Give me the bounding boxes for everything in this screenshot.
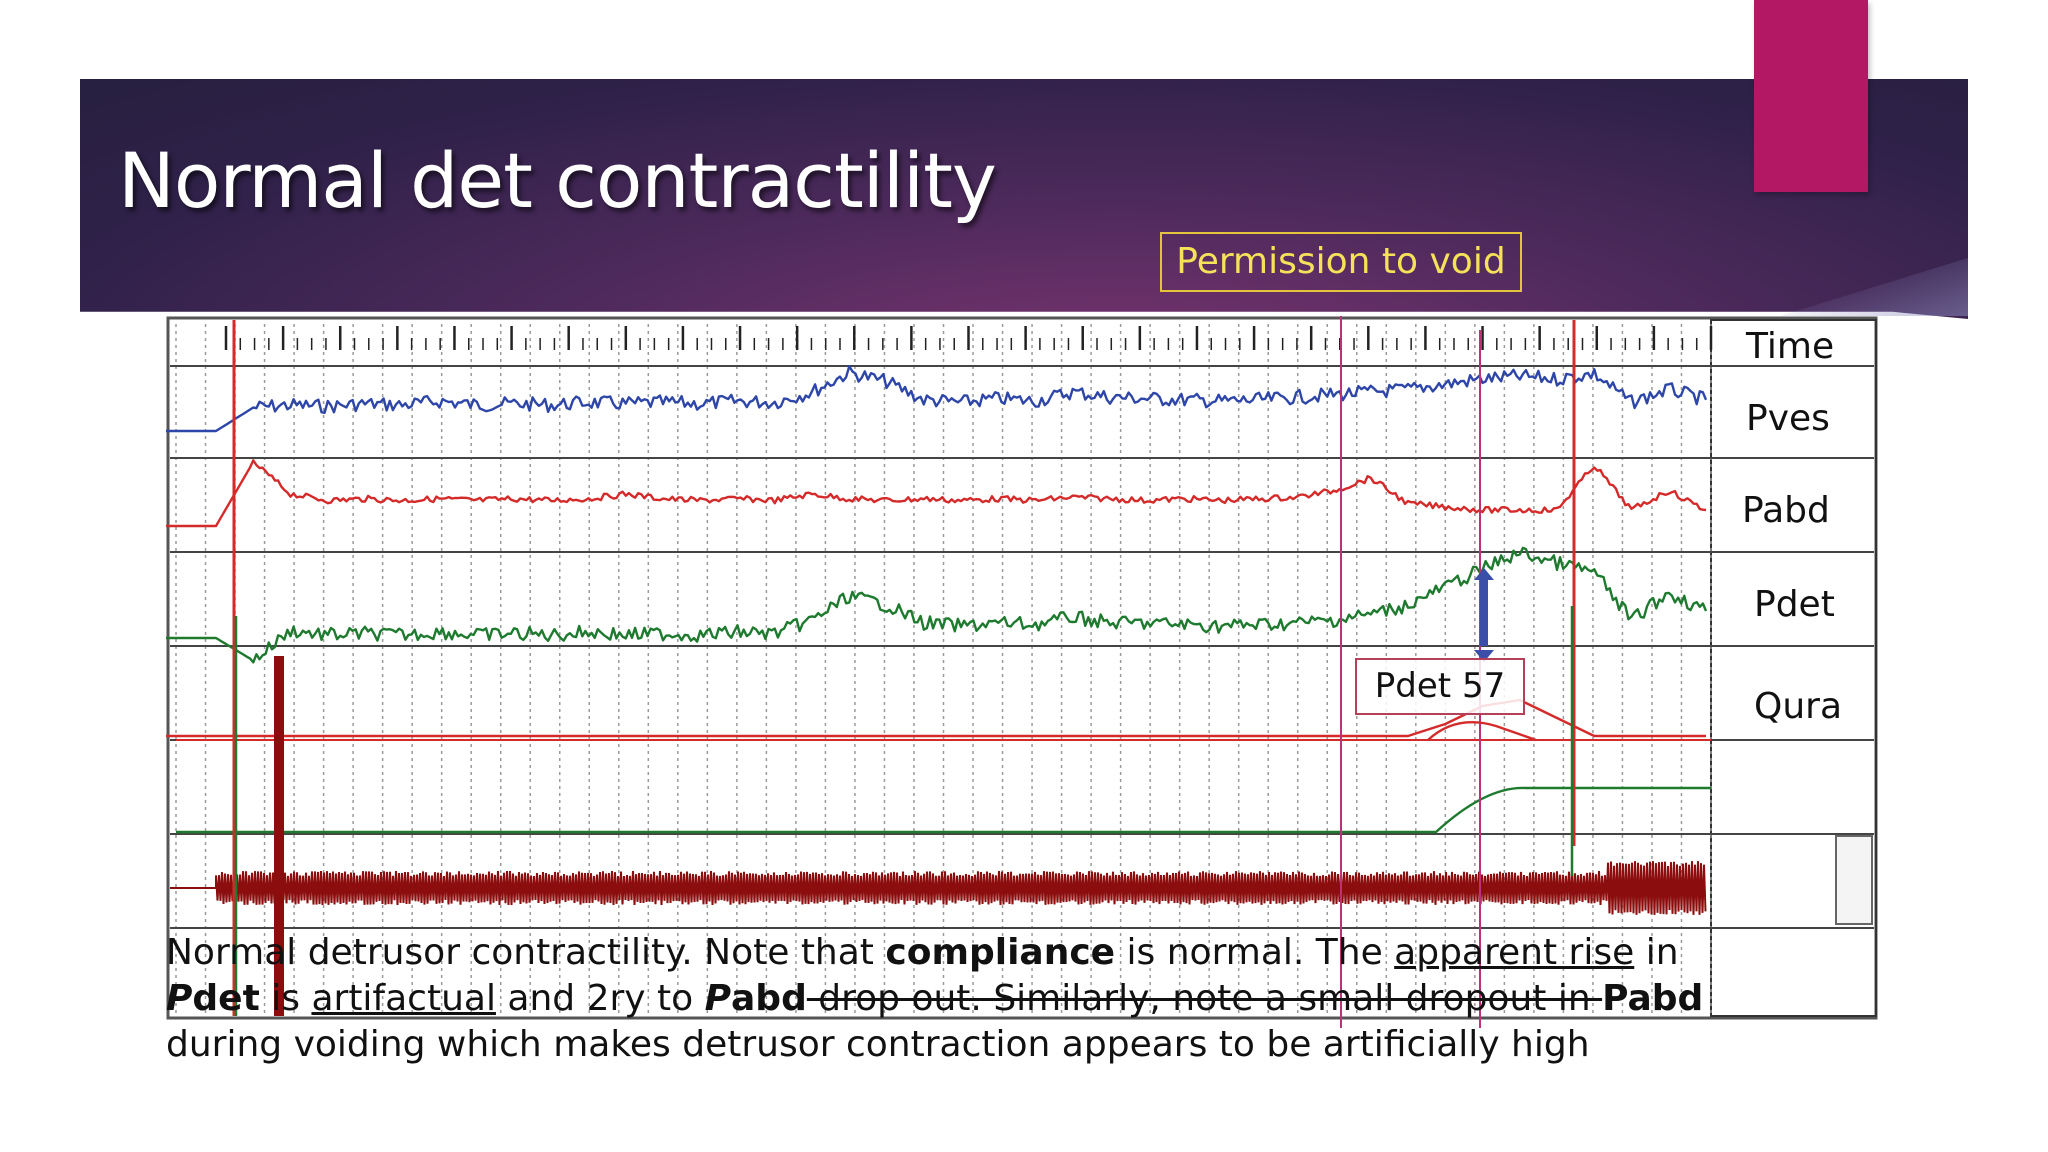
slide-caption: Normal detrusor contractility. Note that… xyxy=(166,930,1726,1068)
caption-abd: abd xyxy=(731,978,807,1019)
caption-pabd: Pabd xyxy=(1602,978,1704,1019)
urodynamic-trace-chart xyxy=(166,316,1878,1028)
caption-text: drop out. Similarly, note a small dropou… xyxy=(806,978,1603,1019)
caption-text: is normal. The xyxy=(1115,932,1395,973)
trace-emg xyxy=(215,861,1707,915)
caption-text: during voiding which makes detrusor cont… xyxy=(166,1024,1590,1065)
channel-label-pves: Pves xyxy=(1746,398,1830,439)
caption-text: is xyxy=(259,978,312,1019)
trace-flow-bump xyxy=(1427,721,1537,742)
chart-border xyxy=(166,316,1878,1020)
caption-apparent-rise: apparent rise xyxy=(1394,932,1635,973)
trace-pabd xyxy=(166,459,1707,528)
slide-title: Normal det contractility xyxy=(118,136,997,225)
channel-label-pabd: Pabd xyxy=(1742,490,1830,531)
pdet-arrow-head-top xyxy=(1474,568,1494,580)
caption-p-italic-2: P xyxy=(704,978,731,1019)
scale-indicator xyxy=(1835,835,1873,925)
channel-label-qura: Qura xyxy=(1754,686,1843,727)
pdet-annotation: Pdet 57 xyxy=(1355,658,1525,715)
header-band xyxy=(80,79,1968,319)
caption-artifactual: artifactual xyxy=(311,978,496,1019)
accent-tab xyxy=(1754,0,1868,192)
caption-text: and 2ry to xyxy=(495,978,705,1019)
urodynamic-trace-svg xyxy=(166,316,1878,1028)
trace-pves xyxy=(166,365,1708,433)
caption-det: det xyxy=(192,978,260,1019)
caption-compliance: compliance xyxy=(885,932,1116,973)
channel-label-time: Time xyxy=(1746,326,1835,367)
trace-volume xyxy=(176,786,1711,834)
pdet-arrow-head xyxy=(1474,650,1494,662)
trace-pdet xyxy=(166,546,1708,664)
caption-text: Normal detrusor contractility. Note that xyxy=(166,932,886,973)
channel-label-pdet: Pdet xyxy=(1754,584,1835,625)
trace-qura xyxy=(166,698,1706,738)
caption-text: in xyxy=(1634,932,1679,973)
artifact-burst xyxy=(274,656,284,1016)
permission-to-void-label: Permission to void xyxy=(1160,232,1522,292)
caption-p-italic: P xyxy=(166,978,193,1019)
